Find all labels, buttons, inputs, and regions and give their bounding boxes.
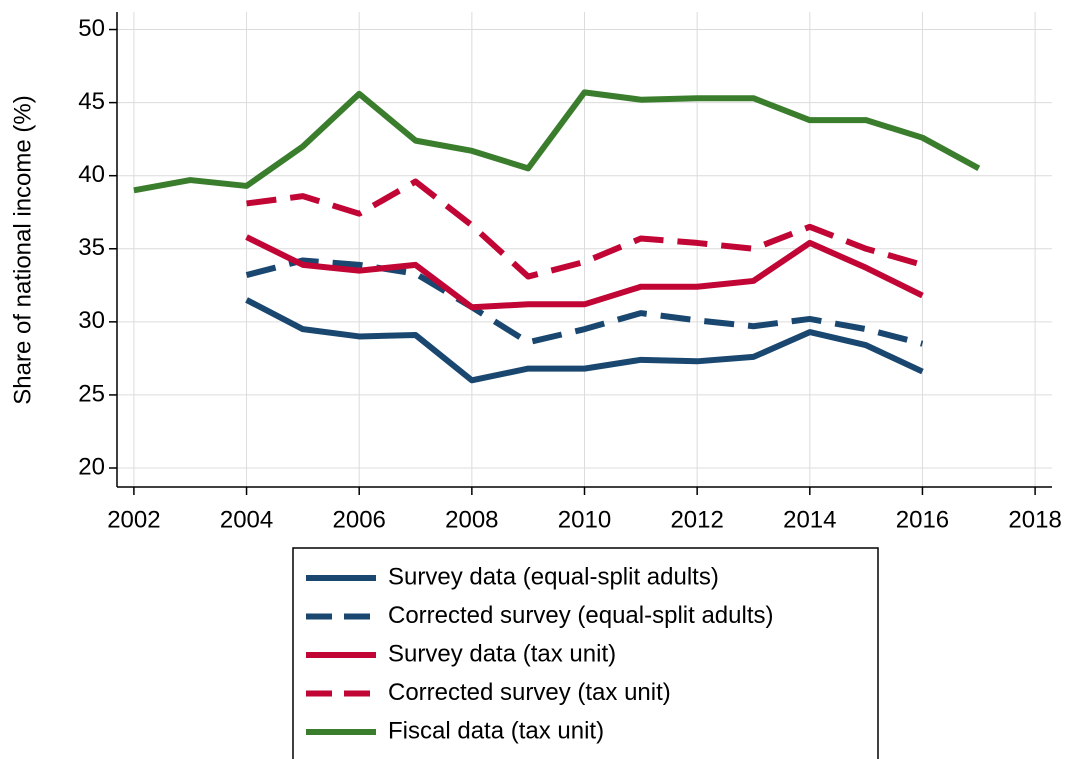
x-tick-label: 2014 bbox=[783, 506, 836, 533]
x-tick-label: 2016 bbox=[896, 506, 949, 533]
y-tick-label: 30 bbox=[78, 307, 105, 334]
series-line bbox=[246, 178, 924, 280]
x-tick-label: 2004 bbox=[220, 506, 273, 533]
legend-label: Survey data (tax unit) bbox=[388, 640, 616, 667]
y-tick-label: 50 bbox=[78, 15, 105, 42]
y-axis-label: Share of national income (%) bbox=[9, 95, 36, 405]
x-tick-label: 2008 bbox=[445, 506, 498, 533]
x-tick-label: 2010 bbox=[558, 506, 611, 533]
legend-label: Survey data (equal-split adults) bbox=[388, 563, 719, 590]
series-line bbox=[245, 257, 924, 347]
x-tick-label: 2002 bbox=[107, 506, 160, 533]
y-tick-label: 25 bbox=[78, 380, 105, 407]
y-tick-label: 20 bbox=[78, 453, 105, 480]
x-tick-label: 2012 bbox=[670, 506, 723, 533]
legend-box bbox=[292, 547, 879, 759]
x-tick-label: 2006 bbox=[333, 506, 386, 533]
legend-label: Corrected survey (tax unit) bbox=[388, 679, 671, 706]
series-line bbox=[245, 234, 924, 311]
y-tick-label: 40 bbox=[78, 161, 105, 188]
series-line bbox=[133, 89, 981, 194]
y-tick-label: 45 bbox=[78, 88, 105, 115]
x-tick-label: 2018 bbox=[1008, 506, 1061, 533]
series-line bbox=[245, 297, 924, 384]
legend-label: Fiscal data (tax unit) bbox=[388, 717, 604, 744]
y-tick-label: 35 bbox=[78, 234, 105, 261]
legend-label: Corrected survey (equal-split adults) bbox=[388, 602, 774, 629]
